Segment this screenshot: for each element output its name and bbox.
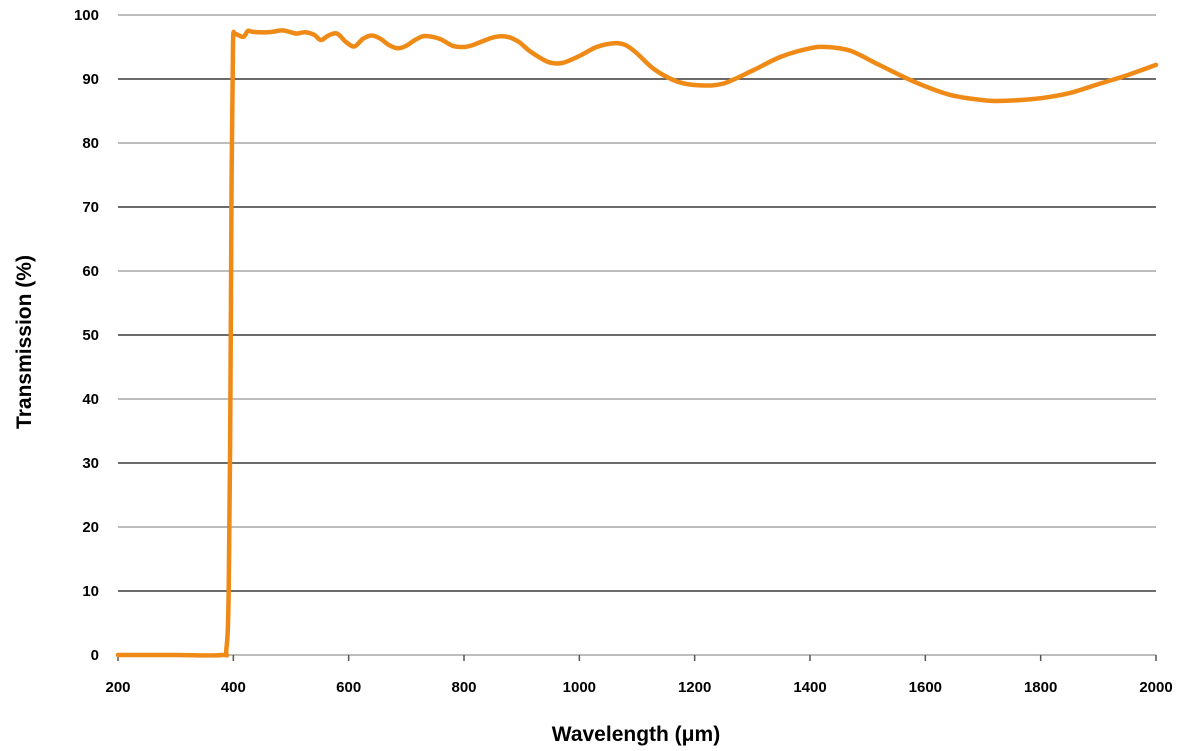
x-axis-title: Wavelength (μm) bbox=[552, 723, 720, 746]
y-tick-label: 80 bbox=[82, 135, 99, 152]
series-layer bbox=[115, 28, 1159, 658]
y-axis-title: Transmission (%) bbox=[13, 255, 36, 429]
y-tick-label: 30 bbox=[82, 455, 99, 472]
y-tick-label: 70 bbox=[82, 199, 99, 216]
x-tick-label: 1400 bbox=[793, 679, 826, 696]
x-tick-label: 600 bbox=[336, 679, 361, 696]
x-tick-label: 1800 bbox=[1024, 679, 1057, 696]
x-tick-label: 800 bbox=[451, 679, 476, 696]
x-tick-label: 1000 bbox=[563, 679, 596, 696]
x-tick-label: 1200 bbox=[678, 679, 711, 696]
y-tick-label: 20 bbox=[82, 519, 99, 536]
y-tick-label: 90 bbox=[82, 71, 99, 88]
y-tick-label: 10 bbox=[82, 583, 99, 600]
x-tick-label: 2000 bbox=[1139, 679, 1172, 696]
grid-lines bbox=[118, 14, 1156, 656]
y-tick-label: 40 bbox=[82, 391, 99, 408]
y-tick-labels: 0 10 20 30 40 50 60 70 80 90 100 bbox=[74, 7, 99, 664]
y-tick-label: 60 bbox=[82, 263, 99, 280]
x-tick-labels: 200 400 600 800 1000 1200 1400 1600 1800 2000 bbox=[105, 679, 1172, 696]
transmission-series-line bbox=[115, 28, 1159, 658]
x-tick-label: 1600 bbox=[909, 679, 942, 696]
y-tick-label: 100 bbox=[74, 7, 99, 24]
y-tick-label: 50 bbox=[82, 327, 99, 344]
y-tick-label: 0 bbox=[91, 647, 99, 664]
x-tick-label: 400 bbox=[221, 679, 246, 696]
x-tick-label: 200 bbox=[105, 679, 130, 696]
